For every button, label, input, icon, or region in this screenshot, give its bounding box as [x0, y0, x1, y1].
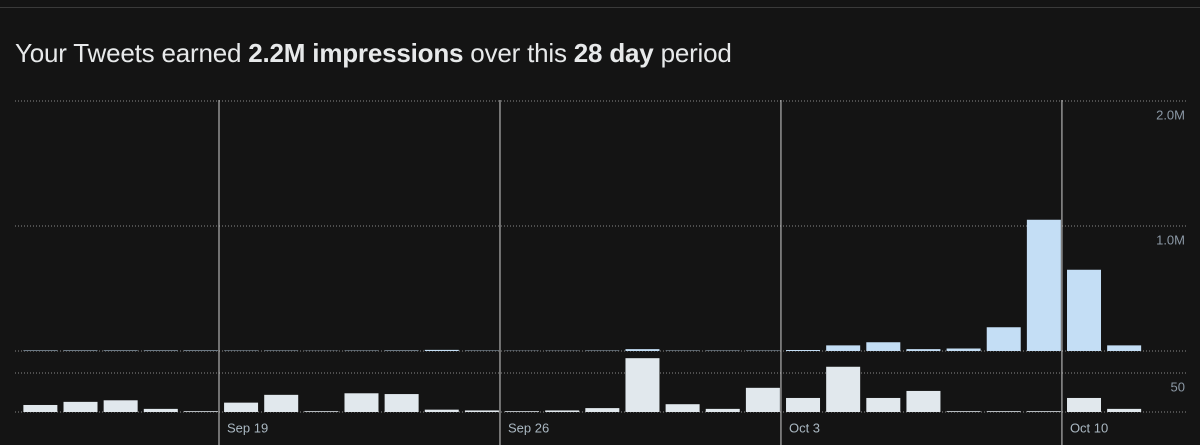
title-part: 28 day — [573, 38, 654, 68]
bar — [1107, 345, 1142, 351]
bar — [224, 402, 259, 412]
bar — [906, 390, 941, 412]
bar — [63, 401, 98, 412]
bar — [1067, 397, 1102, 412]
bar — [866, 342, 901, 351]
bar — [1107, 408, 1142, 412]
bar — [344, 393, 379, 412]
bar — [424, 349, 459, 351]
y-tick-label: 50 — [1171, 379, 1185, 394]
bar — [585, 408, 620, 412]
bar — [183, 350, 218, 351]
bar — [986, 411, 1021, 412]
bar — [103, 350, 138, 351]
title-part: 2.2M — [248, 38, 306, 68]
bar — [1067, 269, 1102, 351]
bar — [464, 410, 499, 412]
x-tick-label: Sep 19 — [227, 420, 268, 435]
bar — [946, 411, 981, 412]
y-tick-label: 1.0M — [1156, 232, 1185, 247]
chart-title: Your Tweets earned 2.2M impressions over… — [15, 38, 732, 69]
bar — [1026, 411, 1061, 412]
bar — [304, 411, 339, 412]
bar — [665, 404, 700, 412]
bar — [705, 408, 740, 412]
bar — [946, 348, 981, 351]
bar — [143, 408, 178, 412]
bar — [625, 358, 660, 412]
bar — [424, 409, 459, 412]
bar — [786, 397, 821, 412]
x-tick-label: Oct 10 — [1070, 420, 1108, 435]
top-border — [0, 7, 1200, 8]
bar — [826, 345, 861, 351]
bar — [23, 350, 58, 351]
x-tick-label: Oct 3 — [789, 420, 820, 435]
bar — [786, 350, 821, 351]
bar — [23, 404, 58, 412]
bar — [384, 350, 419, 351]
bar — [545, 410, 580, 412]
bar — [63, 350, 98, 351]
bar — [866, 397, 901, 412]
bar — [103, 400, 138, 412]
bar — [986, 327, 1021, 351]
title-part: impressions — [305, 38, 464, 68]
bar — [745, 387, 780, 412]
bar — [143, 350, 178, 351]
title-part: over this — [463, 38, 574, 68]
bar — [625, 349, 660, 351]
bar — [264, 394, 299, 412]
bar — [183, 411, 218, 412]
x-tick-label: Sep 26 — [508, 420, 549, 435]
bar — [384, 394, 419, 412]
bar — [906, 349, 941, 351]
bar — [1026, 219, 1061, 351]
bar — [505, 411, 540, 412]
y-tick-label: 2.0M — [1156, 107, 1185, 122]
title-part: period — [653, 38, 732, 68]
bar — [826, 366, 861, 412]
title-part: Your Tweets earned — [15, 38, 249, 68]
